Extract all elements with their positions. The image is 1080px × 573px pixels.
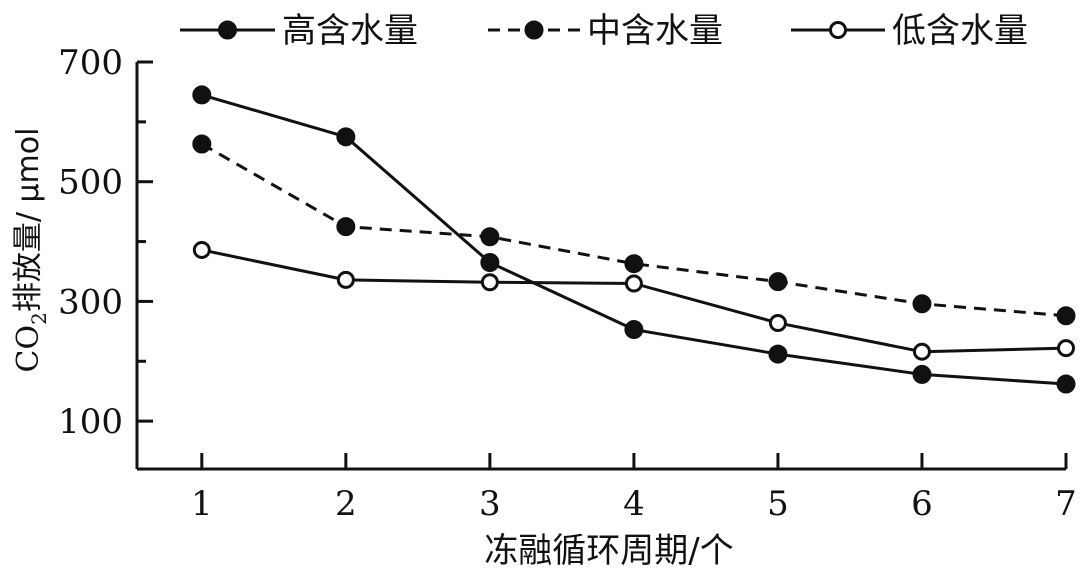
data-point-medium: [1056, 306, 1076, 326]
legend-label-high: 高含水量: [282, 11, 418, 51]
data-point-low: [336, 270, 355, 289]
x-tick-label: 5: [767, 484, 789, 524]
legend-label-medium: 中含水量: [587, 11, 723, 51]
data-point-high: [768, 344, 788, 364]
legend-item-high: 高含水量: [180, 11, 418, 51]
series-line-high: [201, 93, 1067, 386]
x-tick-label: 1: [191, 484, 213, 524]
legend-marker-low: [829, 21, 847, 39]
axes: 100 300 500 700 1 2 3 4 5 6 7: [58, 43, 1077, 524]
x-tick-label: 4: [623, 484, 645, 524]
series-high: [192, 85, 1076, 394]
data-point-medium: [480, 227, 500, 247]
y-axis-title-suffix: 排放量/ μmol: [11, 128, 46, 313]
y-axis-title: CO2排放量/ μmol: [11, 128, 51, 373]
x-tick-label: 2: [335, 484, 357, 524]
series-low: [192, 240, 1075, 361]
x-tick-label: 6: [911, 484, 933, 524]
legend-item-medium: 中含水量: [488, 11, 723, 51]
series-layer: [192, 85, 1076, 394]
data-point-high: [624, 320, 644, 340]
data-point-high: [192, 85, 212, 105]
y-tick-label: 700: [58, 43, 123, 83]
data-point-medium: [768, 272, 788, 292]
x-axis-title: 冻融循环周期/个: [484, 531, 733, 571]
data-point-high: [480, 253, 500, 273]
y-axis-title-subscript: 2: [27, 312, 51, 325]
data-point-low: [480, 273, 499, 292]
x-tick-label: 3: [479, 484, 501, 524]
data-point-high: [1056, 374, 1076, 394]
data-point-medium: [192, 134, 212, 154]
y-tick-label: 300: [58, 282, 123, 322]
data-point-medium: [912, 294, 932, 314]
data-point-low: [1057, 339, 1075, 358]
legend-item-low: 低含水量: [791, 11, 1028, 51]
data-point-low: [192, 240, 211, 259]
series-medium: [192, 134, 1076, 326]
legend-marker-high: [218, 20, 237, 40]
data-point-medium: [624, 254, 644, 274]
legend-marker-medium: [524, 20, 544, 40]
data-point-high: [912, 364, 932, 384]
x-tick-label: 7: [1055, 484, 1077, 524]
data-point-medium: [336, 217, 356, 237]
data-point-low: [768, 313, 787, 332]
y-tick-label: 500: [58, 163, 123, 203]
legend-label-low: 低含水量: [892, 11, 1028, 51]
y-axis-title-prefix: CO: [11, 325, 46, 373]
data-point-low: [624, 274, 643, 293]
data-point-high: [336, 127, 356, 147]
data-point-low: [912, 342, 931, 361]
y-tick-label: 100: [58, 402, 123, 442]
legend: 高含水量 中含水量 低含水量: [180, 11, 1028, 51]
